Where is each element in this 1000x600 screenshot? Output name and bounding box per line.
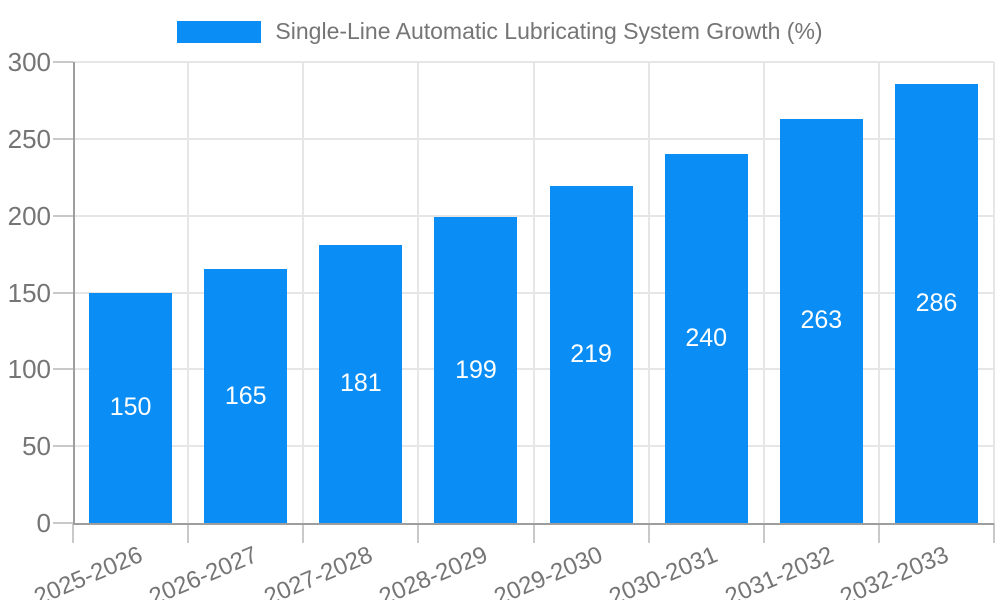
x-tick-mark	[72, 523, 74, 543]
legend-swatch	[177, 20, 262, 43]
bar[interactable]: 240	[664, 154, 748, 523]
y-axis-label: 150	[7, 277, 51, 308]
v-gridline	[532, 62, 535, 523]
bar[interactable]: 181	[319, 244, 403, 523]
x-axis-label: 2032-2033	[835, 541, 953, 600]
x-tick-mark	[532, 523, 535, 543]
x-tick-mark	[762, 523, 765, 543]
y-axis-line	[73, 62, 75, 525]
bar-value-label: 165	[224, 381, 267, 410]
y-tick-mark	[53, 522, 73, 524]
x-axis-label: 2030-2031	[605, 541, 722, 600]
chart-legend[interactable]: Single-Line Automatic Lubricating System…	[0, 20, 1000, 43]
y-axis-label: 0	[36, 508, 51, 538]
x-tick-mark	[302, 523, 305, 543]
x-axis-label: 2025-2026	[30, 541, 147, 600]
bar-value-label: 240	[685, 324, 728, 353]
y-tick-mark	[53, 61, 73, 63]
y-tick-mark	[53, 214, 73, 217]
bar-value-label: 181	[339, 369, 382, 398]
v-gridline	[187, 62, 190, 523]
bar[interactable]: 199	[434, 217, 518, 523]
x-axis-label: 2028-2029	[375, 541, 492, 600]
bar-value-label: 199	[455, 355, 497, 384]
y-axis-label: 50	[22, 431, 51, 462]
v-gridline	[417, 62, 420, 523]
legend-label: Single-Line Automatic Lubricating System…	[275, 18, 823, 44]
y-axis-label: 100	[7, 354, 51, 385]
v-gridline	[993, 62, 995, 523]
bar-value-label: 219	[570, 340, 612, 369]
v-gridline	[877, 62, 880, 523]
x-tick-mark	[187, 523, 190, 543]
bar[interactable]: 150	[89, 292, 173, 523]
y-axis-label: 300	[7, 47, 51, 77]
bar[interactable]: 165	[204, 269, 288, 523]
y-axis-label: 200	[7, 200, 51, 231]
bar-value-label: 286	[915, 288, 958, 317]
x-axis-line	[73, 523, 994, 525]
y-tick-mark	[53, 445, 73, 448]
y-axis-label: 250	[7, 123, 51, 154]
x-axis-label: 2029-2030	[490, 541, 607, 600]
v-gridline	[302, 62, 305, 523]
x-axis-label: 2031-2032	[720, 541, 838, 600]
plot-area: 0 50 100 150 200 250 300 150 165 181 199 219 240 263 2…	[8, 49, 995, 600]
bar[interactable]: 263	[779, 118, 863, 523]
bar[interactable]: 286	[894, 83, 978, 523]
x-axis-label: 2027-2028	[260, 541, 377, 600]
y-tick-mark	[53, 291, 73, 294]
v-gridline	[762, 62, 765, 523]
x-tick-mark	[993, 523, 995, 543]
x-axis-label: 2026-2027	[145, 541, 262, 600]
bar[interactable]: 219	[549, 186, 633, 523]
y-tick-mark	[53, 137, 73, 140]
y-tick-mark	[53, 368, 73, 371]
x-tick-mark	[647, 523, 650, 543]
x-tick-mark	[877, 523, 880, 543]
x-tick-mark	[417, 523, 420, 543]
bar-value-label: 263	[800, 306, 843, 335]
v-gridline	[647, 62, 650, 523]
bar-value-label: 150	[109, 393, 152, 422]
